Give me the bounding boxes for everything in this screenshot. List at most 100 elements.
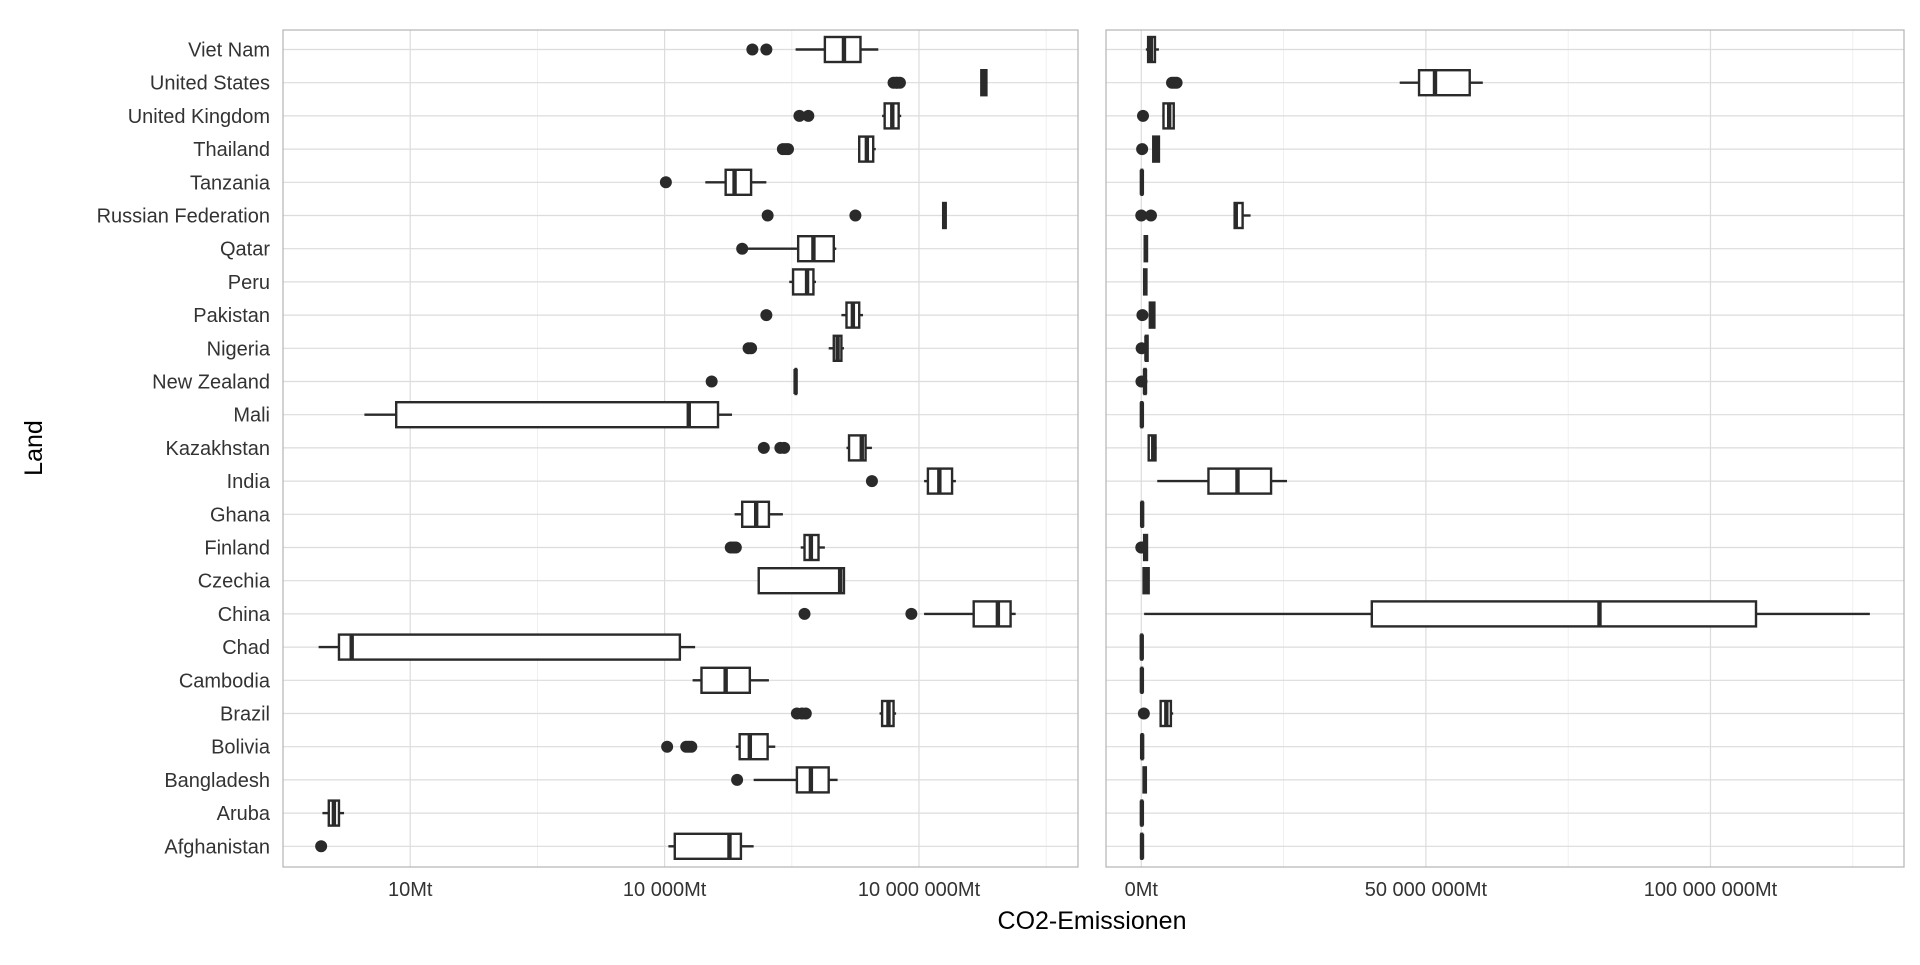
box-brazil	[1137, 699, 1174, 728]
box-afghanistan	[315, 832, 754, 860]
box-united-states	[887, 68, 988, 97]
box-viet-nam	[746, 35, 879, 64]
outlier-point	[1137, 707, 1150, 720]
outlier-point	[659, 176, 672, 189]
y-tick-label: Brazil	[220, 704, 270, 726]
box-ghana	[1139, 500, 1145, 528]
box-qatar	[736, 234, 837, 263]
box-chad	[1139, 633, 1144, 661]
iqr-box	[724, 168, 753, 197]
box-peru	[1142, 268, 1148, 296]
box-finland	[724, 533, 825, 562]
outlier-point	[705, 375, 718, 388]
box-bolivia	[1139, 733, 1145, 761]
box-tanzania	[1139, 168, 1145, 197]
outlier-point	[315, 840, 328, 853]
y-tick-label: Chad	[222, 637, 270, 659]
box-pakistan	[760, 301, 864, 329]
outlier-point	[685, 740, 698, 753]
y-tick-label: India	[227, 471, 271, 493]
outlier-point	[1135, 342, 1148, 355]
iqr-box	[791, 268, 815, 296]
box-bangladesh	[1142, 766, 1148, 794]
outlier-point	[799, 707, 812, 720]
iqr-box	[337, 633, 682, 661]
box-finland	[1135, 533, 1149, 562]
box-china	[1144, 600, 1870, 628]
box-united-kingdom	[1136, 102, 1175, 130]
iqr-box	[395, 401, 720, 429]
box-nigeria	[1135, 334, 1149, 362]
outlier-point	[761, 209, 774, 222]
y-tick-label: United States	[150, 73, 270, 95]
x-tick-label: 100 000 000Mt	[1644, 879, 1778, 901]
box-afghanistan	[1139, 832, 1145, 860]
box-united-states	[1166, 68, 1483, 97]
y-tick-label: Russian Federation	[97, 206, 270, 228]
y-axis-title: Land	[20, 420, 48, 476]
outlier-point	[1135, 375, 1148, 388]
y-tick-label: Viet Nam	[188, 40, 270, 62]
outlier-point	[1135, 209, 1148, 222]
box-india	[1157, 467, 1288, 495]
box-nigeria	[742, 334, 844, 362]
box-mali	[1139, 401, 1145, 429]
x-tick-label: 10 000 000Mt	[858, 879, 981, 901]
box-thailand	[1136, 135, 1161, 163]
y-tick-label: Finland	[204, 538, 270, 560]
box-china	[798, 600, 1016, 628]
y-tick-label: United Kingdom	[128, 106, 270, 128]
outlier-point	[1144, 209, 1157, 222]
outlier-point	[781, 143, 794, 156]
box-india	[865, 467, 956, 495]
box-aruba	[1139, 799, 1145, 827]
panel-border	[282, 29, 1079, 868]
y-tick-label: Ghana	[210, 504, 271, 526]
y-tick-label: New Zealand	[152, 372, 270, 394]
panel-border	[1105, 29, 1905, 868]
outlier-point	[893, 76, 906, 89]
outlier-point	[793, 109, 806, 122]
outlier-point	[1135, 541, 1148, 554]
x-tick-label: 0Mt	[1125, 879, 1159, 901]
panel-2: 0Mt 50 000 000Mt 100 000 000Mt	[1105, 29, 1905, 901]
outlier-point	[905, 607, 918, 620]
outlier-point	[802, 109, 815, 122]
outlier-point	[729, 541, 742, 554]
y-tick-label: Mali	[233, 405, 270, 427]
iqr-box	[738, 733, 769, 761]
box-cambodia	[692, 666, 769, 694]
y-tick-label: Bolivia	[211, 737, 271, 759]
iqr-box	[757, 567, 846, 595]
y-tick-label: Peru	[228, 272, 270, 294]
outlier-point	[865, 475, 878, 488]
y-tick-label: China	[218, 604, 271, 626]
outlier-point	[757, 441, 770, 454]
box-bolivia	[661, 733, 776, 761]
x-tick-label: 10 000Mt	[623, 879, 707, 901]
box-chad	[318, 633, 696, 661]
y-tick-label: Pakistan	[193, 305, 270, 327]
iqr-box	[1417, 68, 1471, 97]
panels-layer: 10Mt 10 000Mt 10 000 000Mt 0Mt 50 000 000Mt 1…	[282, 29, 1905, 901]
box-ghana	[734, 500, 783, 528]
outlier-point	[849, 209, 862, 222]
outlier-point	[760, 43, 773, 56]
x-axis-title: CO2-Emissionen	[998, 907, 1187, 935]
box-qatar	[1143, 234, 1149, 263]
box-aruba	[322, 799, 345, 827]
y-tick-label: Bangladesh	[164, 770, 270, 792]
box-new-zealand	[705, 367, 798, 396]
x-tick-label: 10Mt	[388, 879, 433, 901]
box-united-kingdom	[793, 102, 902, 130]
box-russian-federation	[761, 201, 947, 230]
y-tick-label: Cambodia	[179, 670, 271, 692]
y-tick-label: Czechia	[198, 571, 271, 593]
box-mali	[364, 401, 733, 429]
box-thailand	[776, 135, 876, 163]
outlier-point	[1136, 309, 1149, 322]
box-pakistan	[1136, 301, 1156, 329]
box-new-zealand	[1135, 367, 1148, 396]
outlier-point	[1136, 143, 1149, 156]
